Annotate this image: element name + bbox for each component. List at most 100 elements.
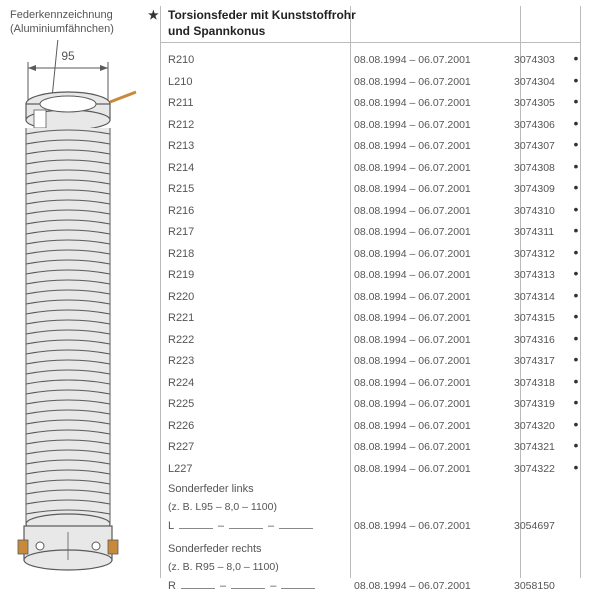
spring-code: L210 [168,72,354,94]
bullet-icon: • [570,414,582,436]
valid-dates: 08.08.1994 – 06.07.2001 [354,265,514,287]
table-row: R21408.08.1994 – 06.07.20013074308• [168,156,598,178]
valid-dates: 08.08.1994 – 06.07.2001 [354,115,514,137]
spring-code: R212 [168,115,354,137]
bullet-icon: • [570,134,582,156]
spring-code: R213 [168,136,354,158]
valid-dates: 08.08.1994 – 06.07.2001 [354,158,514,180]
table-row: R22708.08.1994 – 06.07.20013074321• [168,435,598,457]
bullet-icon: • [570,306,582,328]
bullet-icon: • [570,156,582,178]
valid-dates: 08.08.1994 – 06.07.2001 [354,179,514,201]
caption-line2: (Aluminiumfähnchen) [10,23,114,35]
special-row: R – – 08.08.1994 – 06.07.20013058150 [168,576,598,597]
valid-dates: 08.08.1994 – 06.07.2001 [354,136,514,158]
spring-code: R220 [168,287,354,309]
spring-code: R222 [168,330,354,352]
valid-dates: 08.08.1994 – 06.07.2001 [354,287,514,309]
title-line1: Torsionsfeder mit Kunststoffrohr [168,8,356,22]
spring-code: R218 [168,244,354,266]
table-row: R21708.08.1994 – 06.07.20013074311• [168,220,598,242]
valid-dates: 08.08.1994 – 06.07.2001 [354,437,514,459]
spring-code: R219 [168,265,354,287]
table-row: R22408.08.1994 – 06.07.20013074318• [168,371,598,393]
spring-code: L227 [168,459,354,481]
valid-dates: 08.08.1994 – 06.07.2001 [354,308,514,330]
part-number: 3074321 [514,437,570,459]
bullet-icon: • [570,435,582,457]
special-code-template: L – – [168,516,354,538]
part-number: 3074305 [514,93,570,115]
spring-code: R215 [168,179,354,201]
bullet-icon: • [570,199,582,221]
part-number: 3074317 [514,351,570,373]
table-row: R22308.08.1994 – 06.07.20013074317• [168,349,598,371]
bullet-icon: • [570,177,582,199]
valid-dates: 08.08.1994 – 06.07.2001 [354,351,514,373]
bullet-icon: • [570,349,582,371]
special-row: L – – 08.08.1994 – 06.07.20013054697 [168,516,598,538]
table-row: R21108.08.1994 – 06.07.20013074305• [168,91,598,113]
part-number: 3074318 [514,373,570,395]
header-rule [160,42,580,43]
valid-dates: 08.08.1994 – 06.07.2001 [354,373,514,395]
column-separator [160,6,161,578]
table-row: R22508.08.1994 – 06.07.20013074319• [168,392,598,414]
part-number: 3074322 [514,459,570,481]
valid-dates: 08.08.1994 – 06.07.2001 [354,244,514,266]
valid-dates: 08.08.1994 – 06.07.2001 [354,516,514,538]
part-number: 3074319 [514,394,570,416]
part-number: 3074315 [514,308,570,330]
spring-code: R226 [168,416,354,438]
spring-code: R224 [168,373,354,395]
bullet-icon: • [570,242,582,264]
special-label: Sonderfeder rechts [168,540,598,558]
table-row: R22608.08.1994 – 06.07.20013074320• [168,414,598,436]
part-number: 3074311 [514,222,570,244]
bullet-icon: • [570,285,582,307]
valid-dates: 08.08.1994 – 06.07.2001 [354,330,514,352]
spring-code: R217 [168,222,354,244]
special-label: Sonderfeder links [168,480,598,498]
valid-dates: 08.08.1994 – 06.07.2001 [354,72,514,94]
bullet-icon: • [570,371,582,393]
special-code-template: R – – [168,576,354,597]
special-spring-block: Sonderfeder rechts(z. B. R95 – 8,0 – 110… [168,540,598,597]
valid-dates: 08.08.1994 – 06.07.2001 [354,394,514,416]
part-number: 3074307 [514,136,570,158]
part-number: 3074313 [514,265,570,287]
part-number: 3074309 [514,179,570,201]
spring-code: R211 [168,93,354,115]
caption-line1: Federkennzeichnung [10,9,113,21]
part-number: 3074303 [514,50,570,72]
table-row: R21008.08.1994 – 06.07.20013074303• [168,48,598,70]
part-number: 3074304 [514,72,570,94]
table-row: R22208.08.1994 – 06.07.20013074316• [168,328,598,350]
valid-dates: 08.08.1994 – 06.07.2001 [354,201,514,223]
bullet-icon: • [570,392,582,414]
spring-code: R214 [168,158,354,180]
illustration-caption: Federkennzeichnung (Aluminiumfähnchen) [10,8,114,37]
part-number: 3074316 [514,330,570,352]
spring-code: R223 [168,351,354,373]
part-number: 3074320 [514,416,570,438]
part-number: 3074308 [514,158,570,180]
spring-code: R225 [168,394,354,416]
spring-code: R216 [168,201,354,223]
table-row: R21908.08.1994 – 06.07.20013074313• [168,263,598,285]
table-row: R21208.08.1994 – 06.07.20013074306• [168,113,598,135]
valid-dates: 08.08.1994 – 06.07.2001 [354,416,514,438]
special-spring-block: Sonderfeder links(z. B. L95 – 8,0 – 1100… [168,480,598,538]
valid-dates: 08.08.1994 – 06.07.2001 [354,459,514,481]
part-number: 3074310 [514,201,570,223]
valid-dates: 08.08.1994 – 06.07.2001 [354,50,514,72]
valid-dates: 08.08.1994 – 06.07.2001 [354,222,514,244]
valid-dates: 08.08.1994 – 06.07.2001 [354,576,514,597]
bullet-icon: • [570,263,582,285]
bullet-icon: • [570,457,582,479]
spring-illustration: 95 [6,40,156,580]
table-row: R22008.08.1994 – 06.07.20013074314• [168,285,598,307]
section-title: Torsionsfeder mit Kunststoffrohr und Spa… [168,8,356,39]
bullet-icon: • [570,113,582,135]
table-row: R22108.08.1994 – 06.07.20013074315• [168,306,598,328]
